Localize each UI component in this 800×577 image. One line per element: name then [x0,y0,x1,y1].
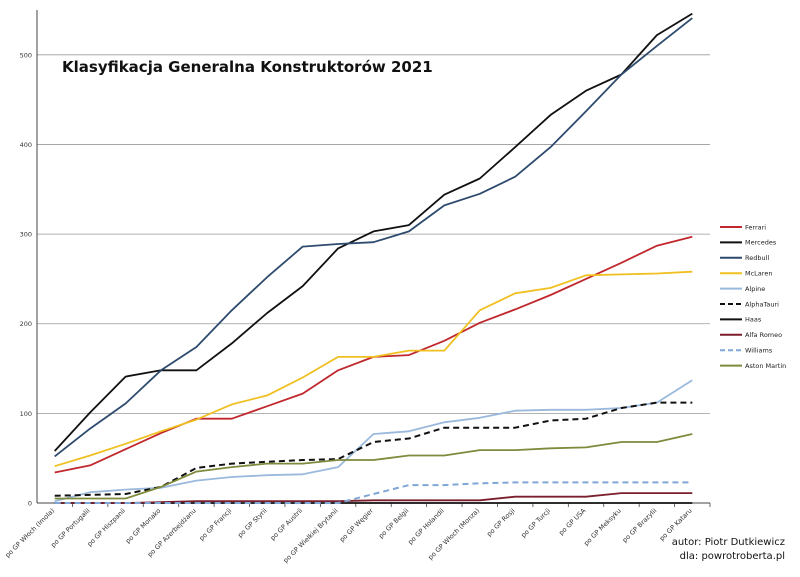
series-line-williams [54,481,693,504]
legend-label-mclaren: McLaren [745,270,772,278]
y-tick-label: 300 [20,231,32,239]
legend-label-alpine: Alpine [745,285,765,293]
chart-title: Klasyfikacja Generalna Konstruktorów 202… [62,58,433,76]
legend-label-aston-martin: Aston Martin [745,362,786,370]
legend-label-alphatauri: AlphaTauri [745,300,779,308]
legend: Ferrari Mercedes Redbull McLaren Alpine Alpha… [720,223,786,370]
series-line-redbull [54,17,693,458]
y-tick-label: 500 [20,51,32,59]
series-line-mclaren [54,270,693,468]
legend-label-williams: Williams [745,347,773,355]
credit-author: autor: Piotr Dutkiewicz [672,537,785,548]
y-tick-label: 0 [28,500,32,508]
series-line-alphatauri [54,401,693,497]
y-tick-label: 100 [20,410,32,418]
series-line-aston-martin [54,433,693,500]
legend-label-ferrari: Ferrari [745,223,766,231]
y-axis-ticks: 0 100 200 300 400 500 [20,51,32,507]
y-tick-label: 200 [20,320,32,328]
legend-label-haas: Haas [745,316,762,324]
series-line-alfa-romeo [54,492,693,504]
series-lines [54,12,693,504]
credit-site: dla: powrotroberta.pl [680,551,785,562]
y-tick-label: 400 [20,141,32,149]
legend-label-mercedes: Mercedes [745,239,777,247]
legend-label-redbull: Redbull [745,254,769,262]
legend-label-alfa-romeo: Alfa Romeo [745,331,782,339]
